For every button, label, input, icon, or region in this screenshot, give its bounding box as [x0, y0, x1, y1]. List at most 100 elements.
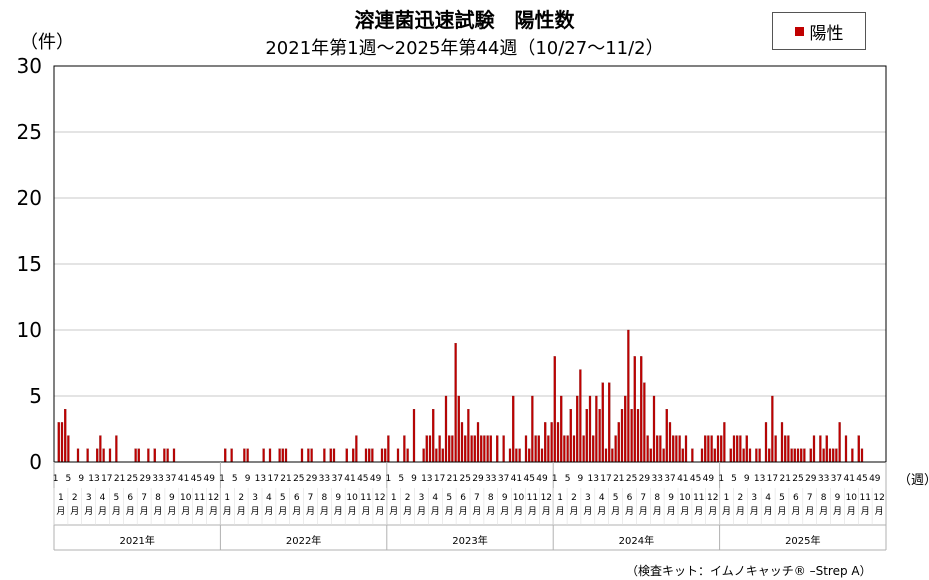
month-label-number: 8 [322, 493, 328, 503]
bar [428, 435, 432, 463]
week-tick-label: 45 [523, 474, 534, 484]
bar [672, 435, 675, 463]
week-tick-label: 49 [370, 474, 382, 484]
week-tick-label: 25 [792, 474, 803, 484]
month-label-suffix: 月 [639, 506, 648, 517]
bar [569, 409, 572, 463]
bar [560, 395, 563, 463]
bar [585, 409, 588, 463]
bar [134, 448, 137, 463]
month-label-suffix: 月 [195, 506, 204, 517]
bar [633, 356, 636, 463]
bar [460, 422, 464, 463]
bar [444, 395, 448, 463]
month-label-number: 10 [180, 493, 192, 503]
month-label-number: 3 [419, 493, 425, 503]
month-label-number: 5 [280, 493, 286, 503]
bar [819, 435, 822, 463]
bar [467, 409, 470, 463]
month-label-suffix: 月 [833, 506, 842, 517]
bar [464, 435, 467, 463]
bar [828, 448, 832, 463]
month-label-number: 11 [693, 493, 704, 503]
week-tick-label: 9 [578, 474, 584, 484]
week-tick-label: 29 [472, 474, 484, 484]
bar [147, 448, 150, 463]
month-label-number: 6 [294, 493, 300, 503]
bar [246, 448, 249, 463]
week-tick-label: 25 [293, 474, 304, 484]
month-label-suffix: 月 [417, 506, 426, 517]
month-label-suffix: 月 [98, 506, 107, 517]
week-tick-label: 21 [447, 474, 458, 484]
bar [451, 435, 454, 463]
bar [425, 435, 428, 463]
bar [809, 448, 812, 463]
week-tick-label: 17 [434, 474, 445, 484]
month-label-suffix: 月 [861, 506, 870, 517]
week-tick-label: 9 [744, 474, 750, 484]
month-label-suffix: 月 [153, 506, 162, 517]
bar [707, 435, 710, 463]
bar [524, 435, 528, 463]
week-tick-label: 21 [280, 474, 291, 484]
week-tick-label: 41 [178, 474, 189, 484]
bar [678, 435, 681, 463]
bar [739, 435, 742, 463]
week-tick-label: 17 [767, 474, 778, 484]
week-tick-label: 5 [232, 474, 238, 484]
month-label-number: 12 [873, 493, 884, 503]
bar [652, 395, 656, 463]
month-label-suffix: 月 [292, 506, 301, 517]
y-tick-label: 10 [17, 318, 42, 342]
bar [172, 448, 176, 463]
bar [768, 448, 771, 463]
month-label-number: 6 [627, 493, 633, 503]
month-label-number: 3 [751, 493, 757, 503]
week-tick-label: 13 [255, 474, 266, 484]
bar [163, 448, 166, 463]
bar [432, 409, 435, 463]
bar [448, 435, 451, 463]
bar [646, 435, 649, 463]
bar [611, 448, 614, 463]
month-label-suffix: 月 [597, 506, 606, 517]
month-label-number: 5 [446, 493, 452, 503]
month-label-suffix: 月 [764, 506, 773, 517]
month-label-number: 11 [360, 493, 371, 503]
month-label-suffix: 月 [459, 506, 468, 517]
bar [412, 409, 416, 463]
bar [832, 448, 835, 463]
month-label-number: 3 [86, 493, 92, 503]
month-label-number: 7 [308, 493, 314, 503]
bar [476, 422, 480, 463]
bar [515, 448, 518, 463]
bar [508, 448, 512, 463]
month-label-suffix: 月 [708, 506, 717, 517]
month-label-number: 6 [127, 493, 133, 503]
week-tick-label: 33 [152, 474, 163, 484]
bar [60, 422, 64, 463]
bar [572, 435, 576, 463]
week-tick-label: 17 [267, 474, 278, 484]
bar [99, 435, 102, 463]
bar [576, 395, 579, 463]
week-tick-label: 37 [331, 474, 342, 484]
bar [96, 448, 99, 463]
bar [435, 448, 438, 463]
bar [224, 448, 227, 463]
week-tick-label: 25 [626, 474, 637, 484]
bar [566, 435, 569, 463]
month-label-suffix: 月 [403, 506, 412, 517]
month-label-suffix: 月 [819, 506, 828, 517]
week-tick-label: 37 [165, 474, 176, 484]
y-tick-label: 0 [29, 450, 42, 474]
month-label-number: 11 [527, 493, 538, 503]
month-label-number: 9 [335, 493, 341, 503]
bar [595, 395, 598, 463]
month-label-suffix: 月 [805, 506, 814, 517]
week-tick-label: 41 [511, 474, 522, 484]
week-tick-label: 5 [731, 474, 737, 484]
month-label-number: 9 [502, 493, 508, 503]
bar [387, 435, 390, 463]
